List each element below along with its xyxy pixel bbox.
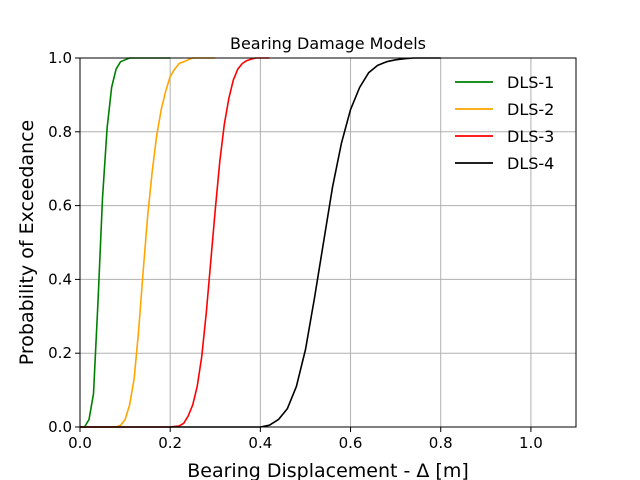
- chart-title: Bearing Damage Models: [230, 34, 426, 53]
- y-tick-label: 0.6: [48, 197, 72, 215]
- axes-frame: [79, 57, 577, 428]
- x-tick-label: 0.0: [68, 434, 92, 452]
- ticks: 0.0 0.2 0.4 0.6 0.8 1.0 0.0 0.2 0.4 0.6 0.8 1.0: [48, 49, 543, 452]
- y-tick-label: 0.4: [48, 270, 72, 288]
- x-axis-label: Bearing Displacement - Δ [m]: [187, 460, 469, 480]
- y-axis-label: Probability of Exceedance: [16, 120, 38, 365]
- x-tick-label: 1.0: [519, 434, 543, 452]
- x-tick-label: 0.4: [248, 434, 272, 452]
- y-tick-label: 0.0: [48, 418, 72, 436]
- x-tick-label: 0.8: [429, 434, 453, 452]
- x-tick-label: 0.6: [339, 434, 363, 452]
- series-line-dls-2: [80, 57, 216, 428]
- y-tick-label: 1.0: [48, 49, 72, 67]
- legend-label-dls-1: DLS-1: [507, 73, 554, 92]
- legend: DLS-1 DLS-2 DLS-3 DLS-4: [455, 73, 554, 173]
- legend-label-dls-3: DLS-3: [507, 127, 554, 146]
- series-line-dls-3: [80, 57, 270, 428]
- y-tick-label: 0.8: [48, 123, 72, 141]
- legend-label-dls-2: DLS-2: [507, 100, 554, 119]
- plot-background: [80, 58, 576, 427]
- x-tick-label: 0.2: [158, 434, 182, 452]
- legend-label-dls-4: DLS-4: [507, 154, 554, 173]
- y-tick-label: 0.2: [48, 344, 72, 362]
